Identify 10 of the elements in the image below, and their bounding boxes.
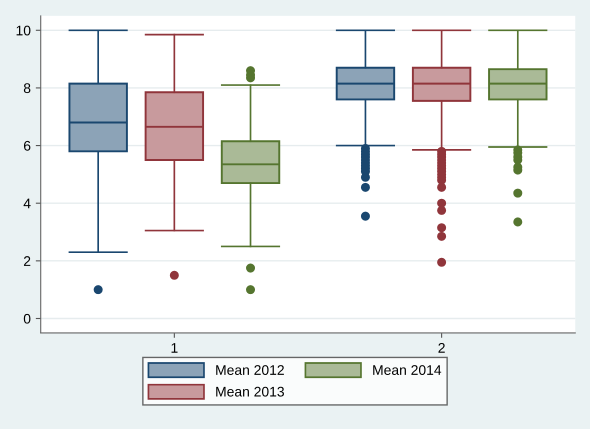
x-tick-label: 1: [172, 343, 178, 353]
legend-label: Mean 2013: [216, 386, 284, 397]
y-tick-label: 2: [24, 256, 30, 266]
y-tick-label: 8: [24, 83, 30, 94]
y-tick-label: 10: [16, 26, 30, 36]
y-tick-label: 0: [24, 314, 30, 324]
y-tick-label: 4: [24, 198, 31, 208]
legend-label: Mean 2012: [216, 365, 284, 375]
y-tick-label: 6: [24, 140, 30, 151]
legend-label: Mean 2014: [373, 365, 442, 375]
